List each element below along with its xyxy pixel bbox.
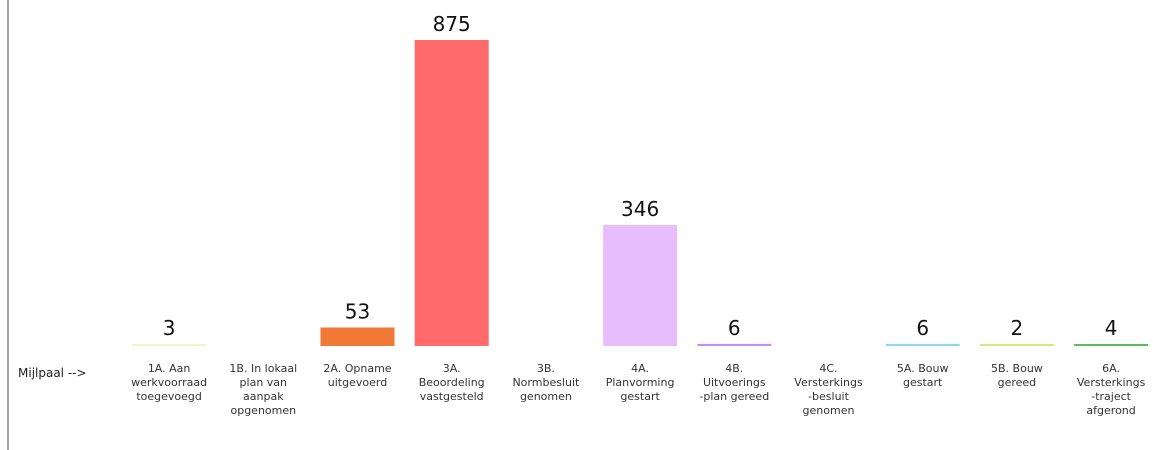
bar-1 <box>132 344 207 346</box>
category-label-2: 1B. In lokaal plan van aanpak opgenomen <box>229 362 297 417</box>
bar-9 <box>885 343 960 346</box>
bar-10 <box>979 344 1054 346</box>
bar-3 <box>320 327 395 346</box>
category-label-4: 3A. Beoordeling vastgesteld <box>419 362 485 403</box>
value-label-9: 6 <box>916 316 929 340</box>
category-label-1: 1A. Aan werkvoorraad toegevoegd <box>131 362 207 403</box>
bar-6 <box>603 225 678 346</box>
category-label-3: 2A. Opname uitgevoerd <box>323 362 391 389</box>
value-label-7: 6 <box>728 316 741 340</box>
value-label-1: 3 <box>163 316 176 340</box>
category-label-8: 4C. Versterkings -besluit genomen <box>794 362 863 417</box>
category-label-6: 4A. Planvorming gestart <box>606 362 675 403</box>
bar-7 <box>697 343 772 346</box>
category-label-5: 3B. Normbesluit genomen <box>512 362 580 403</box>
axis-prefix-label: Mijlpaal --> <box>18 366 87 380</box>
bar-11 <box>1074 344 1149 346</box>
value-label-11: 4 <box>1105 316 1118 340</box>
category-label-9: 5A. Bouw gestart <box>897 362 949 389</box>
category-label-7: 4B. Uitvoerings -plan gereed <box>699 362 769 403</box>
category-label-11: 6A. Versterkings -traject afgerond <box>1077 362 1146 417</box>
value-label-10: 2 <box>1011 316 1024 340</box>
category-label-10: 5B. Bouw gereed <box>991 362 1043 389</box>
value-label-4: 875 <box>433 12 471 36</box>
category-labels-group: 1A. Aan werkvoorraad toegevoegd 1B. In loka… <box>131 362 1145 417</box>
bars-group <box>132 40 1149 346</box>
value-label-3: 53 <box>345 300 370 324</box>
value-label-6: 346 <box>621 197 659 221</box>
value-labels-group: 3 53 875 346 6 6 2 4 <box>163 12 1118 340</box>
bar-4 <box>414 40 489 346</box>
